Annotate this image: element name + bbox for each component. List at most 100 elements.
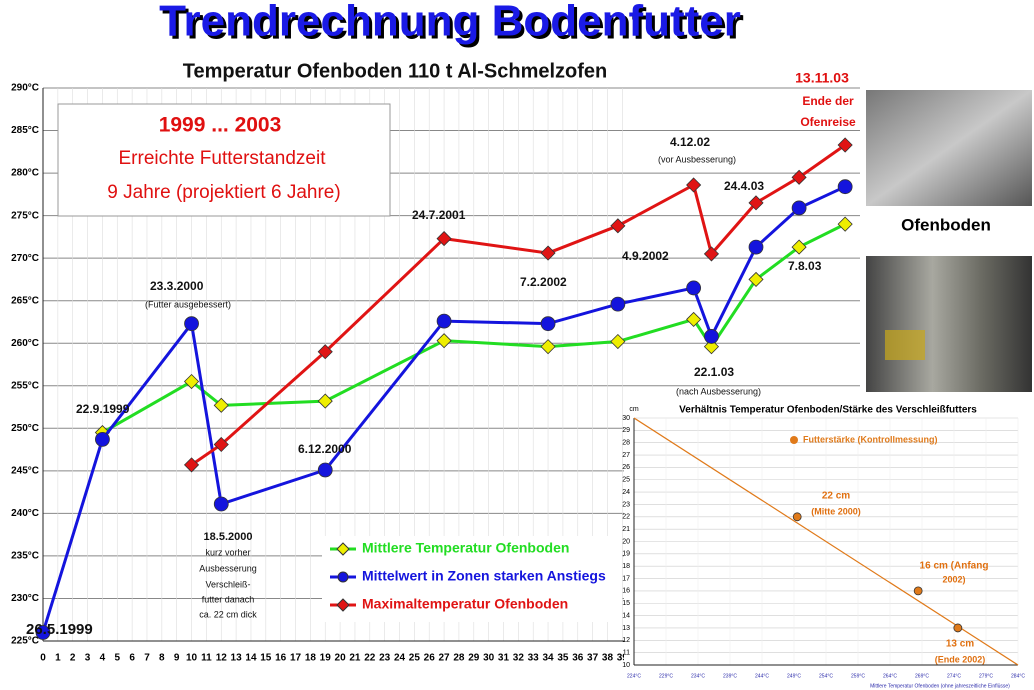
annotation: 4.12.02 <box>670 135 710 149</box>
data-point <box>183 457 200 473</box>
annotation: futter danach <box>202 594 255 604</box>
x-tick-label: 7 <box>144 653 150 664</box>
legend-label: Mittlere Temperatur Ofenboden <box>362 540 569 556</box>
x-axis-label: Mittlere Temperatur Ofenboden (ohne jahr… <box>870 683 1010 689</box>
y-tick-label: 25 <box>622 477 630 484</box>
x-tick-label: 36 <box>572 653 584 664</box>
y-tick-label: 21 <box>622 526 630 533</box>
data-point <box>213 496 229 512</box>
x-tick-label: 12 <box>216 653 228 664</box>
chart-title: Temperatur Ofenboden 110 t Al-Schmelzofe… <box>183 60 608 82</box>
annotation: 7.2.2002 <box>520 275 567 289</box>
data-point <box>317 344 333 360</box>
annotation: ca. 22 cm dick <box>199 609 257 619</box>
y-tick-label: 11 <box>623 649 630 656</box>
data-point <box>610 218 626 234</box>
x-tick-label: 279°C <box>979 673 993 679</box>
y-tick-label: 245°C <box>11 465 39 476</box>
x-tick-label: 22 <box>364 653 376 664</box>
y-tick-label: 30 <box>622 415 630 422</box>
y-tick-label: 285°C <box>11 125 39 136</box>
x-tick-label: 8 <box>159 653 165 664</box>
annotation: (nach Ausbesserung) <box>676 386 761 396</box>
y-tick-label: 13 <box>622 625 630 632</box>
x-tick-label: 9 <box>174 653 180 664</box>
x-tick-label: 39 <box>617 653 629 664</box>
y-tick-label: 28 <box>622 440 630 447</box>
y-tick-label: 19 <box>622 551 630 558</box>
x-tick-label: 28 <box>453 653 465 664</box>
legend-marker <box>790 436 798 444</box>
x-tick-label: 0 <box>40 653 46 664</box>
annotation: 2002) <box>942 574 965 584</box>
data-point <box>686 280 702 296</box>
annotation: 24.7.2001 <box>412 208 466 222</box>
y-tick-label: 240°C <box>11 508 39 519</box>
legend-marker <box>337 571 349 583</box>
highlight-box <box>57 103 391 217</box>
legend-marker <box>336 542 350 556</box>
x-tick-label: 17 <box>290 653 302 664</box>
highlight-text: Erreichte Futterstandzeit <box>119 148 327 169</box>
x-tick-label: 34 <box>542 653 554 664</box>
y-tick-label: 27 <box>622 452 630 459</box>
data-point <box>436 333 452 349</box>
annotation: 22.9.1999 <box>76 402 130 416</box>
data-point <box>953 623 963 633</box>
legend-label: Mittelwert in Zonen starken Anstiegs <box>362 568 606 584</box>
y-tick-label: 18 <box>622 563 630 570</box>
annotation: kurz vorher <box>205 547 250 557</box>
data-point <box>317 393 333 409</box>
x-tick-label: 37 <box>587 653 599 664</box>
annotation: 18.5.2000 <box>204 531 253 543</box>
annotation: 6.12.2000 <box>298 442 352 456</box>
annotation: 7.8.03 <box>788 259 822 273</box>
annotation: 4.9.2002 <box>622 249 669 263</box>
annotation: 13 cm <box>946 639 974 650</box>
y-tick-label: 270°C <box>11 253 39 264</box>
annotation: 24.4.03 <box>724 179 764 193</box>
annotation: 23.3.2000 <box>150 279 204 293</box>
y-tick-label: 26 <box>622 464 630 471</box>
data-point <box>95 431 110 447</box>
x-tick-label: 5 <box>114 653 120 664</box>
data-point <box>686 177 702 193</box>
y-tick-label: 17 <box>622 575 630 582</box>
data-point <box>540 316 556 332</box>
photo <box>866 90 1032 206</box>
x-tick-label: 224°C <box>627 673 641 679</box>
y-tick-label: 260°C <box>11 338 39 349</box>
y-tick-label: 290°C <box>11 83 39 94</box>
x-tick-label: 269°C <box>915 673 929 679</box>
y-tick-label: 255°C <box>11 380 39 391</box>
y-tick-label: 12 <box>622 637 630 644</box>
data-point <box>791 200 807 216</box>
x-tick-label: 229°C <box>659 673 673 679</box>
x-tick-label: 244°C <box>755 673 769 679</box>
x-tick-label: 32 <box>513 653 525 664</box>
annotation: (Futter ausgebessert) <box>145 299 231 309</box>
annotation: 22.1.03 <box>694 365 734 379</box>
x-tick-label: 10 <box>186 653 198 664</box>
y-tick-label: 10 <box>622 662 630 669</box>
y-tick-label: 23 <box>622 501 630 508</box>
annotations: 26.5.1999 22.9.1999 23.3.2000 (Futter au… <box>26 70 856 638</box>
x-tick-label: 16 <box>275 653 287 664</box>
inset-background <box>624 400 1034 690</box>
y-tick-label: 230°C <box>11 593 39 604</box>
annotation: 26.5.1999 <box>26 621 93 638</box>
x-tick-label: 14 <box>245 653 257 664</box>
x-tick-label: 234°C <box>691 673 705 679</box>
data-point <box>704 329 719 344</box>
highlight-text: 1999 ... 2003 <box>159 114 282 137</box>
highlight-text: 9 Jahre (projektiert 6 Jahre) <box>107 182 340 203</box>
x-tick-label: 20 <box>335 653 347 664</box>
data-point <box>837 137 853 153</box>
trend-line <box>633 417 1019 666</box>
x-tick-label: 13 <box>231 653 243 664</box>
x-tick-label: 3 <box>85 653 91 664</box>
data-point <box>791 239 807 255</box>
data-point <box>703 339 720 355</box>
data-point <box>748 239 764 255</box>
